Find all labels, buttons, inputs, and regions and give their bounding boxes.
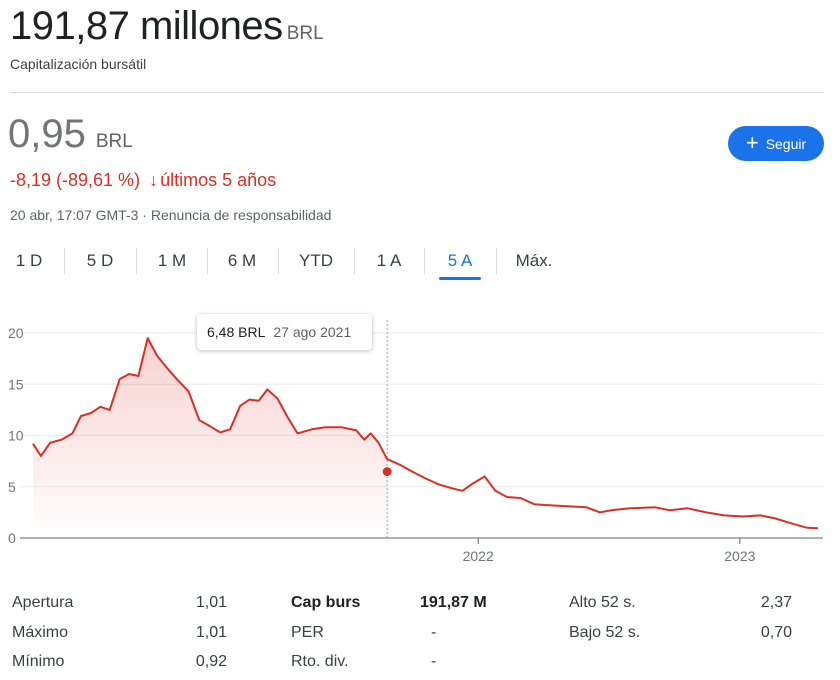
- series-line: [32, 337, 819, 530]
- highlight-point: [381, 466, 393, 478]
- arrow-down-icon: ↓: [149, 170, 159, 190]
- market-cap-currency: BRL: [286, 23, 324, 44]
- tab-separator: [136, 248, 137, 274]
- stat-value-open: 1,01: [195, 594, 227, 611]
- chart-tooltip: 6,48 BRL 27 ago 2021: [197, 314, 372, 350]
- y-tick-label: 15: [8, 376, 24, 392]
- tab-5a[interactable]: 5 A: [439, 246, 481, 280]
- market-cap: 191,87 millones BRL: [10, 4, 324, 49]
- tab-separator: [354, 248, 355, 274]
- tab-max[interactable]: Máx.: [515, 251, 553, 270]
- stat-value-mkt-cap: 191,87 M: [420, 594, 487, 611]
- price-change: -8,19 (-89,61 %) ↓ últimos 5 años: [10, 170, 276, 191]
- market-cap-label: Capitalización bursátil: [10, 56, 147, 72]
- stat-value-per: -: [431, 624, 437, 641]
- y-tick-label: 10: [8, 428, 24, 444]
- area-fill: [33, 338, 388, 538]
- y-tick-label: 20: [8, 325, 24, 341]
- market-cap-value: 191,87 millones: [10, 4, 283, 48]
- y-tick-label: 5: [8, 479, 16, 495]
- tooltip-date: 27 ago 2021: [273, 324, 352, 340]
- tab-1a[interactable]: 1 A: [376, 251, 402, 270]
- stat-value-52w-low: 0,70: [760, 624, 792, 641]
- tooltip-value: 6,48 BRL: [207, 324, 266, 340]
- stat-label-low: Mínimo: [12, 653, 65, 670]
- stat-value-low: 0,92: [195, 653, 227, 670]
- y-tick-label: 0: [8, 530, 16, 546]
- stat-value-52w-high: 2,37: [760, 594, 792, 611]
- tab-separator: [424, 248, 425, 274]
- stat-label-52w-high: Alto 52 s.: [569, 594, 636, 611]
- tab-6m[interactable]: 6 M: [227, 251, 257, 270]
- x-tick-label: 2022: [463, 548, 494, 564]
- range-tabs: 1 D 5 D 1 M 6 M YTD 1 A 5 A Máx.: [0, 246, 600, 280]
- stat-label-open: Apertura: [12, 594, 74, 611]
- timestamp[interactable]: 20 abr, 17:07 GMT-3 · Renuncia de respon…: [10, 207, 332, 223]
- change-period: últimos 5 años: [160, 170, 277, 190]
- price-value: 0,95: [8, 112, 86, 156]
- follow-button-label: Seguir: [765, 135, 807, 152]
- tab-ytd[interactable]: YTD: [299, 251, 333, 270]
- price-chart[interactable]: 0 5 10 15 20 2022 2023: [0, 300, 840, 580]
- change-value: -8,19 (-89,61 %): [10, 170, 141, 190]
- stats-table: Apertura 1,01 Máximo 1,01 Mínimo 0,92 Ca…: [0, 590, 840, 680]
- stat-value-div-yield: -: [431, 653, 437, 670]
- stat-label-per: PER: [291, 624, 324, 641]
- tab-separator: [496, 248, 497, 274]
- tab-5d[interactable]: 5 D: [86, 251, 114, 270]
- stat-value-high: 1,01: [195, 624, 227, 641]
- stat-label-mkt-cap: Cap burs: [291, 594, 361, 611]
- tab-1m[interactable]: 1 M: [157, 251, 187, 270]
- stat-label-high: Máximo: [12, 624, 69, 641]
- price-currency: BRL: [95, 131, 133, 152]
- price: 0,95 BRL: [8, 112, 133, 157]
- plus-icon: +: [745, 129, 759, 155]
- x-tick-label: 2023: [724, 548, 755, 564]
- tab-separator: [207, 248, 208, 274]
- stat-label-div-yield: Rto. div.: [291, 653, 349, 670]
- tab-separator: [64, 248, 65, 274]
- follow-button[interactable]: + Seguir: [728, 126, 824, 161]
- tab-separator: [278, 248, 279, 274]
- divider: [10, 92, 824, 93]
- tab-1d[interactable]: 1 D: [15, 251, 43, 270]
- stat-label-52w-low: Bajo 52 s.: [569, 624, 641, 641]
